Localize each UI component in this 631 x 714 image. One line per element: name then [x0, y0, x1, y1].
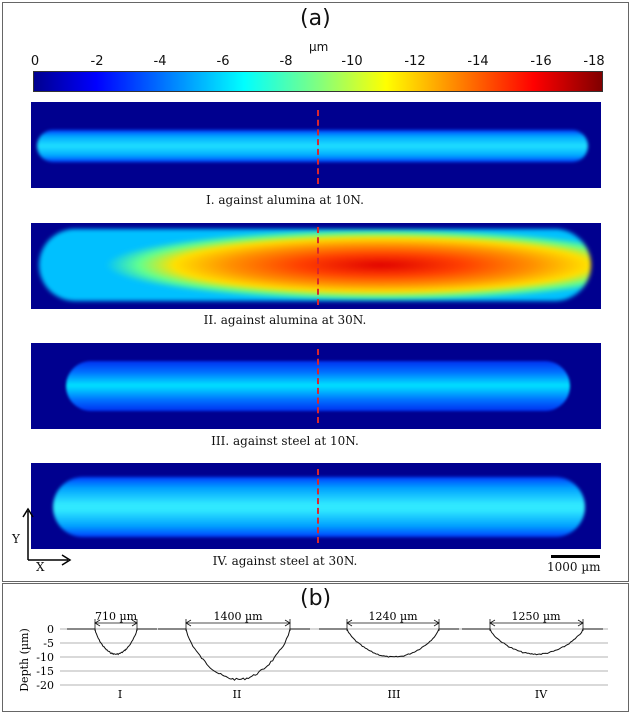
profile-cut-line	[317, 349, 319, 423]
scan-image-1	[31, 102, 601, 188]
colorbar-tick: -14	[467, 54, 489, 69]
scale-bar-label: 1000 µm	[547, 560, 601, 574]
scan-caption-2: II. against alumina at 30N.	[203, 313, 367, 327]
width-label-IV: 1250 µm	[511, 610, 561, 623]
y-tick: -20	[36, 679, 54, 692]
panel-a-label: (a)	[300, 6, 331, 31]
scan-image-3	[31, 343, 601, 429]
colorbar-tick: -12	[404, 54, 426, 69]
xy-axis-indicator	[22, 507, 72, 566]
profile-label-I: I	[118, 688, 122, 701]
depth-profile-I	[67, 628, 157, 656]
panel-a-frame	[2, 2, 629, 582]
profile-gridlines	[60, 628, 608, 686]
y-tick: 0	[47, 623, 54, 636]
scan-caption-4: IV. against steel at 30N.	[212, 554, 358, 568]
profile-label-III: III	[387, 688, 400, 701]
colorbar	[33, 71, 603, 92]
depth-profile-III	[319, 628, 459, 658]
scan-caption-1: I. against alumina at 10N.	[206, 193, 364, 207]
scan-caption-3: III. against steel at 10N.	[211, 434, 359, 448]
colorbar-tick: -10	[341, 54, 363, 69]
colorbar-tick: -4	[153, 54, 167, 69]
panel-b-label: (b)	[300, 586, 332, 611]
panel-b-frame	[2, 583, 629, 712]
depth-profile-IV	[462, 628, 603, 656]
width-label-I: 710 µm	[95, 610, 138, 623]
colorbar-tick: 0	[30, 54, 40, 69]
profile-cut-line	[317, 227, 319, 305]
profile-cut-line	[317, 469, 319, 543]
profile-cut-line	[317, 110, 319, 184]
y-axis-letter: Y	[12, 532, 20, 546]
profile-label-II: II	[233, 688, 242, 701]
colorbar-tick: -8	[279, 54, 293, 69]
scale-bar	[551, 555, 600, 558]
y-tick: -5	[43, 637, 54, 650]
colorbar-unit: µm	[309, 40, 329, 54]
colorbar-tick: -6	[216, 54, 230, 69]
wear-track	[53, 477, 585, 537]
width-label-II: 1400 µm	[213, 610, 263, 623]
profile-label-IV: IV	[535, 688, 548, 701]
width-label-III: 1240 µm	[368, 610, 418, 623]
y-tick: -10	[36, 651, 54, 664]
colorbar-tick: -18	[583, 54, 605, 69]
colorbar-tick: -16	[530, 54, 552, 69]
y-tick: -15	[36, 665, 54, 678]
wear-track	[39, 229, 591, 301]
depth-profile-plot: Depth (µm) 0 -5 -10 -15 -20 710 µm I 1400 …	[18, 610, 608, 701]
colorbar-tick: -2	[90, 54, 104, 69]
y-axis-label: Depth (µm)	[18, 628, 31, 692]
scan-image-4	[31, 463, 601, 549]
x-axis-letter: X	[36, 560, 45, 574]
depth-profile-II	[158, 628, 310, 681]
wear-track	[37, 130, 588, 162]
scan-image-2	[31, 223, 601, 309]
